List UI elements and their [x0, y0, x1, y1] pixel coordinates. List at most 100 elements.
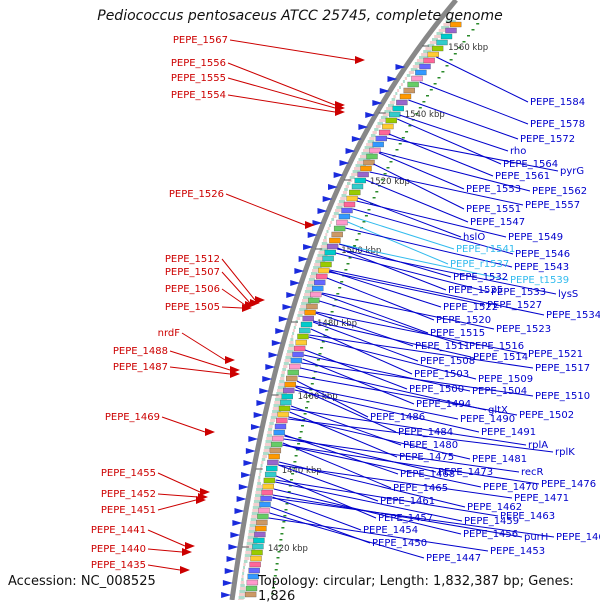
gc-segment [262, 455, 268, 458]
gc-segment [277, 386, 286, 389]
track-dot [445, 65, 449, 67]
gc-segment [425, 47, 433, 50]
right-gene-label: PEPE_1572 [520, 134, 575, 145]
track-dot [453, 53, 457, 55]
right-gene-label: hslO [463, 232, 485, 243]
right-leader-line [399, 114, 509, 152]
cds-arrow [234, 508, 245, 514]
gene-block [326, 243, 339, 250]
track-dot [292, 467, 296, 469]
gene-block [300, 321, 313, 328]
gc-segment [283, 362, 289, 365]
gc-segment [423, 50, 432, 53]
cds-arrow [387, 76, 398, 82]
gc-segment [328, 224, 331, 227]
right-gene-label: PEPE_1463 [500, 511, 555, 522]
gene-block [385, 117, 397, 124]
right-gene-label: PEPE_1491 [481, 427, 536, 438]
gc-segment [249, 524, 257, 527]
gene-block [329, 237, 341, 244]
track-dot [302, 419, 306, 421]
track-dot [422, 101, 426, 103]
gene-block [287, 369, 299, 376]
cds-arrow [243, 460, 254, 466]
right-leader-line [290, 408, 527, 446]
gene-block [289, 363, 301, 370]
track-dot [299, 431, 303, 433]
gc-segment [380, 116, 388, 119]
gc-segment [388, 104, 394, 107]
cds-arrow [294, 268, 305, 274]
track-dot [433, 83, 437, 85]
track-dot [476, 23, 480, 25]
right-leader-line [310, 328, 413, 375]
right-gene-label: PEPE_1453 [490, 546, 545, 557]
right-leader-line [284, 435, 437, 473]
cds-arrow [265, 364, 276, 370]
gene-block [273, 429, 285, 436]
track-dot [289, 479, 293, 481]
right-gene-label: PEPE_1549 [508, 232, 563, 243]
right-gene-label: PEPE_1562 [532, 186, 587, 197]
track-dot [293, 461, 297, 463]
right-gene-label: PEPE_1564 [503, 159, 558, 170]
gc-segment [275, 395, 288, 398]
right-leader-line [282, 442, 392, 489]
accession-text: Accession: NC_008525 [8, 574, 156, 589]
gc-segment [363, 149, 374, 152]
track-dot [340, 281, 344, 283]
gc-segment [309, 275, 317, 278]
gc-segment [272, 407, 284, 410]
right-gene-label: PEPE_1494 [416, 399, 471, 410]
track-dot [348, 257, 352, 259]
gc-segment [432, 38, 438, 41]
gc-segment [250, 521, 257, 524]
track-dot [276, 557, 280, 559]
gc-segment [391, 98, 396, 101]
right-gene-label: recR [521, 467, 544, 478]
gc-segment [303, 296, 313, 299]
gc-segment [261, 461, 264, 464]
left-leader-line [229, 39, 356, 61]
track-dot [284, 509, 288, 511]
left-gene-label: PEPE_1512 [165, 254, 220, 265]
gc-segment [288, 344, 294, 347]
gene-block [258, 507, 270, 514]
gc-segment [414, 62, 424, 65]
gene-block [276, 417, 288, 424]
left-gene-arrow [335, 108, 345, 116]
right-leader-line [289, 411, 398, 458]
right-gene-label: PEPE_1551 [466, 204, 521, 215]
right-gene-label: PEPE_1584 [530, 97, 585, 108]
cds-arrow [268, 352, 279, 358]
right-leader-line [338, 243, 509, 281]
gc-segment [400, 83, 403, 86]
gc-segment [283, 365, 288, 368]
right-gene-label: PEPE_1457 [378, 513, 433, 524]
gene-block [354, 177, 366, 184]
gene-block [372, 141, 384, 148]
track-dot [449, 59, 453, 61]
gc-segment [416, 59, 427, 62]
track-dot [458, 47, 462, 49]
right-leader-line [282, 444, 482, 488]
track-dot [383, 173, 387, 175]
gene-block [333, 225, 346, 232]
right-leader-line [275, 481, 463, 522]
cds-arrow [290, 280, 301, 286]
gene-block [415, 69, 427, 76]
right-leader-line [278, 461, 466, 508]
ruler-label: 1440 kbp [282, 466, 322, 476]
gene-block [252, 543, 264, 550]
gene-block [295, 339, 307, 346]
gc-segment [251, 515, 258, 518]
gc-segment [369, 137, 375, 140]
gene-block [299, 327, 311, 334]
left-leader-line [221, 258, 256, 301]
gc-segment [250, 518, 257, 521]
right-leader-line [349, 215, 455, 250]
cds-arrow [379, 88, 390, 94]
gene-block [259, 501, 271, 508]
right-gene-label: PEPE_1578 [530, 119, 585, 130]
right-gene-label: PEPE_1517 [535, 363, 590, 374]
